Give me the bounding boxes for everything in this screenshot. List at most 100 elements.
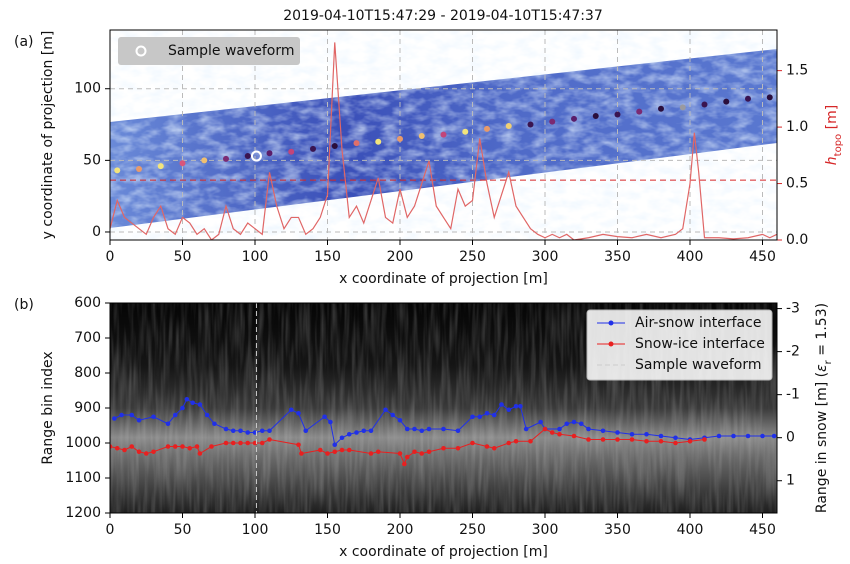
x-tick-label: 0 [106, 522, 115, 538]
series-point [578, 421, 584, 427]
series-point [172, 412, 178, 418]
series-point [673, 440, 678, 446]
series-point [190, 400, 195, 406]
series-point [288, 407, 294, 413]
series-point [339, 435, 345, 441]
track-point [114, 167, 121, 174]
series-point [600, 428, 606, 434]
series-point [259, 428, 265, 434]
map-image [110, 49, 777, 228]
legend-label: Sample waveform [168, 43, 295, 59]
series-point [223, 426, 229, 432]
x-tick-label: 300 [532, 522, 559, 538]
series-point [238, 428, 243, 434]
series-point [455, 428, 461, 434]
y-tick-label: 1200 [65, 505, 101, 521]
track-point [288, 148, 295, 155]
x-tick-label: 150 [314, 249, 341, 265]
series-point [499, 402, 504, 407]
frame [109, 29, 778, 241]
series-point [223, 440, 229, 446]
y-axis-label: y coordinate of projection [m] [40, 31, 56, 240]
track-point [201, 157, 208, 164]
track-point [527, 121, 534, 128]
track-point [484, 125, 490, 132]
x-tick-label: 450 [749, 249, 776, 265]
series-point [245, 430, 251, 435]
series-point [112, 416, 117, 421]
y-axis-label: Range bin index [40, 351, 56, 464]
series-point [143, 451, 149, 456]
series-point [339, 447, 345, 453]
series-point [644, 431, 649, 437]
series-point [267, 437, 272, 442]
series-point [322, 414, 327, 420]
series-point [412, 449, 417, 455]
legend-marker [608, 341, 614, 347]
y2-tick-label: 1 [786, 473, 795, 489]
track-point [397, 135, 403, 142]
y2-tick-label: 1.5 [786, 63, 808, 79]
series-point [325, 451, 330, 456]
series-point [441, 426, 446, 432]
series-point [673, 435, 678, 441]
y-tick-label: 800 [74, 365, 101, 381]
x-tick-label: 250 [459, 249, 486, 265]
series-point [404, 454, 410, 460]
series-point [332, 449, 338, 455]
track-point [766, 94, 773, 101]
series-point [629, 437, 635, 442]
y2-label-part: [m] [824, 105, 840, 134]
series-point [542, 426, 548, 432]
series-point [506, 440, 512, 446]
track-point [418, 133, 425, 140]
series-point [397, 417, 403, 423]
series-point [245, 440, 251, 446]
series-point [317, 447, 323, 453]
series-point [513, 403, 519, 409]
series-point [346, 431, 352, 437]
series-point [397, 451, 403, 456]
series-point [513, 438, 519, 444]
legend-label: Snow-ice interface [635, 336, 765, 352]
series-point [484, 410, 490, 416]
series-point [180, 444, 185, 449]
series-point [586, 426, 591, 432]
series-point [368, 428, 374, 434]
x-tick-label: 100 [242, 249, 269, 265]
x-axis-label: x coordinate of projection [m] [339, 271, 548, 287]
series-point [114, 445, 120, 451]
series-point [615, 437, 620, 442]
title: 2019-04-10T15:47:29 - 2019-04-10T15:47:3… [283, 8, 603, 24]
series-point [180, 405, 185, 411]
series-point [687, 438, 693, 444]
y2-tick-label: -1 [786, 387, 800, 403]
series-point [557, 426, 562, 432]
y2-axis-label: htopo [m] [824, 105, 844, 165]
track-point [310, 145, 316, 152]
series-point [136, 417, 142, 423]
track-point [505, 122, 512, 129]
track-point [745, 95, 751, 102]
x-axis-label: x coordinate of projection [m] [339, 544, 548, 560]
y2-label-part: = 1.53) [814, 303, 830, 360]
legend-box [118, 37, 300, 65]
map-texture [110, 49, 777, 228]
series-point [238, 440, 243, 446]
track-point [353, 140, 360, 147]
series-point [600, 437, 606, 442]
legend-label: Air-snow interface [635, 315, 761, 331]
series-point [470, 440, 475, 446]
series-point [518, 403, 523, 409]
y2-label-part: topo [833, 134, 844, 157]
series-point [259, 440, 265, 446]
track-point [571, 115, 577, 122]
series-point [383, 407, 388, 413]
series-point [172, 444, 178, 449]
series-point [296, 410, 301, 416]
y2-label-part: ε [814, 364, 830, 372]
series-point [303, 428, 309, 434]
series-point [470, 414, 475, 420]
series-point [523, 426, 529, 432]
plot-area [110, 30, 777, 240]
